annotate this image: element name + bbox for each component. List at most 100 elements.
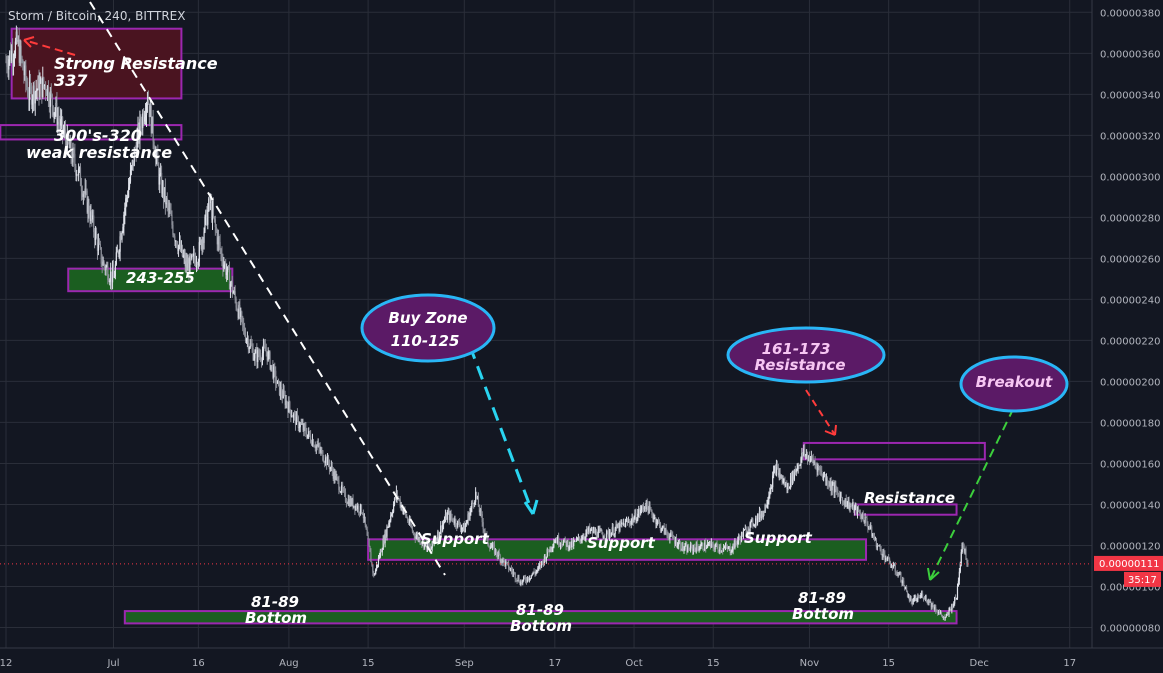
candle bbox=[914, 594, 916, 602]
weak-resistance-label: 300's-320 bbox=[54, 126, 142, 145]
candle bbox=[6, 55, 8, 74]
time-tick-label: Dec bbox=[970, 658, 989, 669]
candle bbox=[42, 66, 44, 99]
candle bbox=[723, 543, 725, 552]
trendline[interactable] bbox=[89, 1, 446, 576]
candle bbox=[961, 542, 963, 554]
candle bbox=[570, 541, 572, 549]
candle bbox=[854, 504, 856, 516]
candle bbox=[270, 364, 272, 372]
candle bbox=[721, 550, 723, 553]
candle bbox=[677, 539, 679, 550]
candle bbox=[967, 559, 969, 567]
candle bbox=[810, 450, 812, 462]
candle bbox=[11, 44, 13, 64]
candle bbox=[171, 210, 173, 229]
candle bbox=[391, 512, 393, 517]
support-label-2: Support bbox=[587, 534, 656, 552]
candle bbox=[836, 486, 838, 496]
candle bbox=[837, 487, 839, 498]
candle bbox=[855, 503, 858, 516]
candle bbox=[745, 526, 747, 535]
candle bbox=[39, 72, 41, 100]
candle bbox=[240, 307, 242, 326]
candle bbox=[62, 124, 65, 138]
candle bbox=[861, 512, 863, 520]
candle bbox=[203, 227, 205, 250]
candle bbox=[162, 180, 165, 209]
candle bbox=[242, 315, 244, 332]
candle bbox=[913, 594, 915, 603]
candle bbox=[930, 601, 932, 611]
breakout-bubble bbox=[959, 355, 1069, 413]
candle bbox=[420, 542, 422, 546]
price-tick-label: 0.00000280 bbox=[1100, 213, 1160, 224]
candle bbox=[509, 567, 512, 572]
candle bbox=[367, 531, 369, 540]
support-label-3: Support bbox=[744, 529, 813, 547]
candle bbox=[227, 266, 229, 281]
candle bbox=[712, 541, 714, 552]
candle bbox=[539, 561, 541, 570]
time-axis[interactable]: 12 Jul 16 Aug 15 Sep 17 Oct 15 Nov 15 Dec 17 bbox=[0, 647, 1163, 669]
candle bbox=[507, 561, 509, 566]
candle bbox=[724, 542, 727, 551]
candle bbox=[80, 177, 83, 201]
candle bbox=[917, 593, 919, 603]
candle bbox=[189, 253, 191, 275]
candle bbox=[85, 180, 87, 196]
candle bbox=[855, 502, 857, 511]
price-tick-label: 0.00000220 bbox=[1100, 336, 1160, 347]
candle bbox=[81, 185, 83, 200]
candle bbox=[620, 519, 622, 527]
candle bbox=[884, 550, 886, 564]
candle bbox=[453, 517, 455, 526]
candle bbox=[755, 515, 757, 529]
candle bbox=[751, 517, 753, 523]
candle bbox=[753, 523, 755, 527]
candle bbox=[526, 576, 529, 583]
candle bbox=[120, 232, 122, 241]
candle bbox=[619, 520, 621, 533]
price-tick-label: 0.00000360 bbox=[1100, 49, 1160, 60]
candle bbox=[508, 559, 510, 573]
candle bbox=[899, 571, 901, 575]
candle bbox=[927, 598, 929, 606]
price-axis[interactable]: 0.00000080 0.00000100 0.00000120 0.00000140… bbox=[1091, 0, 1160, 648]
candle bbox=[231, 275, 233, 298]
candle bbox=[254, 349, 256, 366]
candle bbox=[227, 264, 230, 270]
candle bbox=[936, 609, 938, 613]
candle bbox=[332, 466, 334, 482]
candle bbox=[865, 516, 867, 519]
candle bbox=[736, 540, 738, 546]
candle bbox=[610, 532, 613, 537]
candle bbox=[640, 505, 642, 516]
candle bbox=[931, 602, 933, 610]
candle bbox=[375, 568, 377, 575]
candle bbox=[893, 563, 895, 567]
candle bbox=[114, 260, 116, 280]
candle bbox=[606, 529, 608, 543]
candle bbox=[414, 533, 416, 543]
candle bbox=[167, 199, 169, 218]
candle bbox=[700, 540, 702, 550]
candle bbox=[547, 548, 549, 553]
candle bbox=[197, 258, 199, 270]
candle bbox=[506, 561, 508, 564]
candle bbox=[879, 544, 881, 552]
candle bbox=[869, 524, 871, 531]
time-tick-label: Oct bbox=[625, 658, 642, 669]
candle bbox=[601, 529, 603, 535]
candle bbox=[887, 556, 889, 562]
candle bbox=[351, 497, 353, 507]
symbol-name[interactable]: Storm / Bitcoin, 240, BITTREX bbox=[8, 9, 185, 23]
candle bbox=[897, 571, 899, 578]
candle bbox=[353, 505, 355, 509]
candle bbox=[470, 505, 472, 516]
candle bbox=[710, 538, 712, 549]
candle bbox=[552, 543, 554, 553]
candle bbox=[888, 557, 891, 565]
time-tick-label: 15 bbox=[362, 658, 375, 669]
